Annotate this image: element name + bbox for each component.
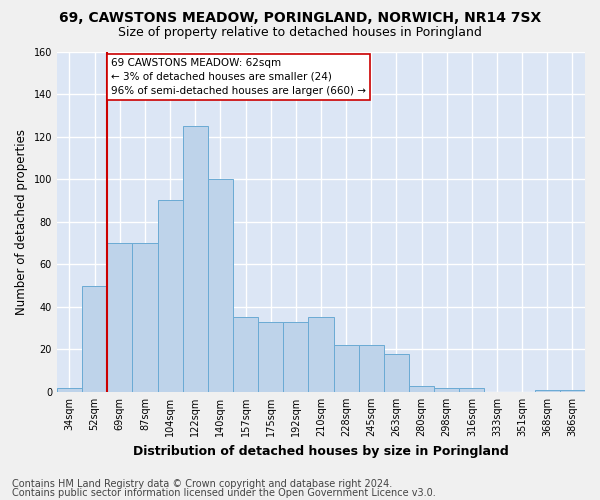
Bar xyxy=(535,390,560,392)
Bar xyxy=(459,388,484,392)
Bar xyxy=(283,322,308,392)
Text: 69, CAWSTONS MEADOW, PORINGLAND, NORWICH, NR14 7SX: 69, CAWSTONS MEADOW, PORINGLAND, NORWICH… xyxy=(59,11,541,25)
Bar xyxy=(158,200,182,392)
Bar xyxy=(384,354,409,392)
Bar xyxy=(434,388,459,392)
Text: Contains public sector information licensed under the Open Government Licence v3: Contains public sector information licen… xyxy=(12,488,436,498)
Y-axis label: Number of detached properties: Number of detached properties xyxy=(15,128,28,314)
Bar xyxy=(133,243,158,392)
Bar xyxy=(334,345,359,392)
Bar xyxy=(208,179,233,392)
Text: Size of property relative to detached houses in Poringland: Size of property relative to detached ho… xyxy=(118,26,482,39)
Bar xyxy=(560,390,585,392)
Bar xyxy=(359,345,384,392)
Bar xyxy=(233,318,258,392)
Bar xyxy=(409,386,434,392)
Bar xyxy=(258,322,283,392)
X-axis label: Distribution of detached houses by size in Poringland: Distribution of detached houses by size … xyxy=(133,444,509,458)
Bar xyxy=(107,243,133,392)
Text: Contains HM Land Registry data © Crown copyright and database right 2024.: Contains HM Land Registry data © Crown c… xyxy=(12,479,392,489)
Bar xyxy=(308,318,334,392)
Bar xyxy=(57,388,82,392)
Bar xyxy=(82,286,107,392)
Text: 69 CAWSTONS MEADOW: 62sqm
← 3% of detached houses are smaller (24)
96% of semi-d: 69 CAWSTONS MEADOW: 62sqm ← 3% of detach… xyxy=(111,58,366,96)
Bar xyxy=(182,126,208,392)
